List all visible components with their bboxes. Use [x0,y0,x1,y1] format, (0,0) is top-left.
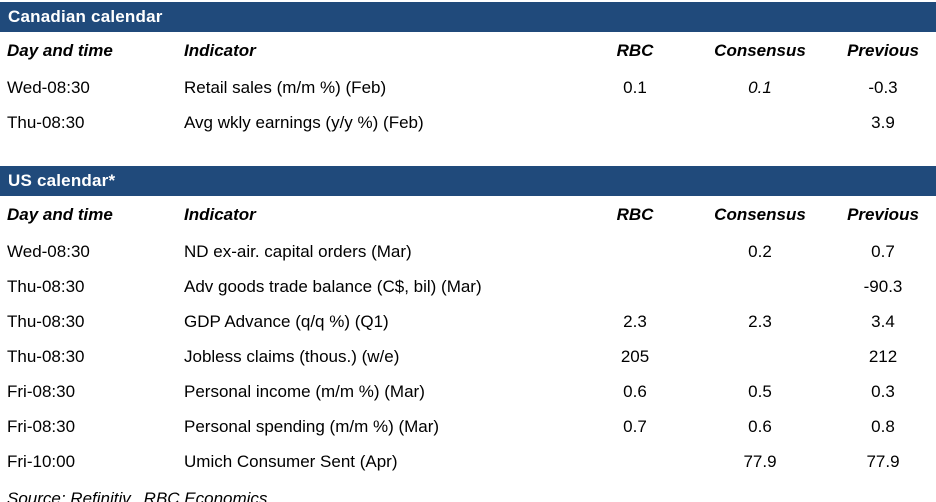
cell-previous: 0.8 [871,416,895,436]
column-header-row: Day and time Indicator RBC Consensus Pre… [0,32,936,70]
calendar-title-bar: Canadian calendar [0,2,936,32]
cell-previous: 3.4 [871,311,895,331]
cell-previous: -90.3 [863,276,903,296]
table-row: Fri-08:30 Personal spending (m/m %) (Mar… [0,409,936,444]
calendar-title-bar: US calendar* [0,166,936,196]
column-header-day-and-time: Day and time [7,205,113,224]
cell-day-and-time: Fri-08:30 [7,381,76,401]
cell-consensus: 77.9 [743,451,777,471]
cell-previous: 212 [868,346,898,366]
calendar-table: Day and time Indicator RBC Consensus Pre… [0,196,936,479]
cell-indicator: Avg wkly earnings (y/y %) (Feb) [184,112,424,132]
cell-consensus [690,105,830,140]
column-header-indicator: Indicator [184,205,256,224]
cell-previous: -0.3 [868,77,898,97]
calendar-table-body: Wed-08:30 Retail sales (m/m %) (Feb) 0.1… [0,70,936,140]
cell-day-and-time: Thu-08:30 [7,311,85,331]
column-header-previous: Previous [847,205,919,224]
cell-indicator: Personal income (m/m %) (Mar) [184,381,425,401]
cell-indicator: GDP Advance (q/q %) (Q1) [184,311,389,331]
cell-day-and-time: Fri-10:00 [7,451,76,471]
calendar-tables: Canadian calendar Day and time Indicator… [0,2,936,479]
cell-day-and-time: Thu-08:30 [7,276,85,296]
cell-previous: 0.3 [871,381,895,401]
calendar-section: Canadian calendar Day and time Indicator… [0,2,936,140]
column-header-indicator: Indicator [184,41,256,60]
column-header-previous: Previous [847,41,919,60]
table-row: Thu-08:30 Jobless claims (thous.) (w/e) … [0,339,936,374]
table-row: Thu-08:30 Avg wkly earnings (y/y %) (Feb… [0,105,936,140]
cell-previous: 3.9 [871,112,895,132]
table-row: Fri-08:30 Personal income (m/m %) (Mar) … [0,374,936,409]
cell-indicator: Jobless claims (thous.) (w/e) [184,346,400,366]
cell-consensus: 2.3 [748,311,772,331]
table-row: Wed-08:30 ND ex-air. capital orders (Mar… [0,234,936,269]
column-header-consensus: Consensus [714,41,806,60]
cell-consensus: 0.1 [748,77,772,97]
cell-consensus: 0.6 [748,416,772,436]
source-note: Source: Refinitiv, RBC Economics [7,489,268,502]
column-header-row: Day and time Indicator RBC Consensus Pre… [0,196,936,234]
calendar-table-body: Wed-08:30 ND ex-air. capital orders (Mar… [0,234,936,479]
cell-day-and-time: Thu-08:30 [7,346,85,366]
table-row: Thu-08:30 GDP Advance (q/q %) (Q1) 2.3 2… [0,304,936,339]
column-header-rbc: RBC [616,41,654,60]
cell-indicator: Retail sales (m/m %) (Feb) [184,77,387,97]
cell-consensus: 0.5 [748,381,772,401]
cell-rbc: 0.6 [623,381,647,401]
cell-rbc: 0.1 [623,77,647,97]
cell-day-and-time: Fri-08:30 [7,416,76,436]
cell-consensus: 0.2 [748,241,772,261]
cell-previous: 77.9 [866,451,900,471]
table-row: Thu-08:30 Adv goods trade balance (C$, b… [0,269,936,304]
cell-day-and-time: Thu-08:30 [7,112,85,132]
table-row: Wed-08:30 Retail sales (m/m %) (Feb) 0.1… [0,70,936,105]
cell-rbc [580,105,690,140]
calendar-table: Day and time Indicator RBC Consensus Pre… [0,32,936,140]
cell-day-and-time: Wed-08:30 [7,77,90,97]
calendar-title: US calendar* [8,171,116,190]
cell-rbc: 205 [620,346,650,366]
cell-rbc: 2.3 [623,311,647,331]
cell-indicator: Umich Consumer Sent (Apr) [184,451,398,471]
calendar-section: US calendar* Day and time Indicator RBC … [0,166,936,479]
cell-indicator: Adv goods trade balance (C$, bil) (Mar) [184,276,482,296]
cell-consensus [690,269,830,304]
cell-rbc [580,234,690,269]
cell-previous: 0.7 [871,241,895,261]
cell-day-and-time: Wed-08:30 [7,241,90,261]
cell-rbc [580,444,690,479]
cell-rbc [580,269,690,304]
calendar-title: Canadian calendar [8,7,163,26]
column-header-day-and-time: Day and time [7,41,113,60]
column-header-rbc: RBC [616,205,654,224]
cell-indicator: Personal spending (m/m %) (Mar) [184,416,440,436]
table-row: Fri-10:00 Umich Consumer Sent (Apr) 77.9… [0,444,936,479]
cell-indicator: ND ex-air. capital orders (Mar) [184,241,412,261]
column-header-consensus: Consensus [714,205,806,224]
cell-rbc: 0.7 [623,416,647,436]
cell-consensus [690,339,830,374]
